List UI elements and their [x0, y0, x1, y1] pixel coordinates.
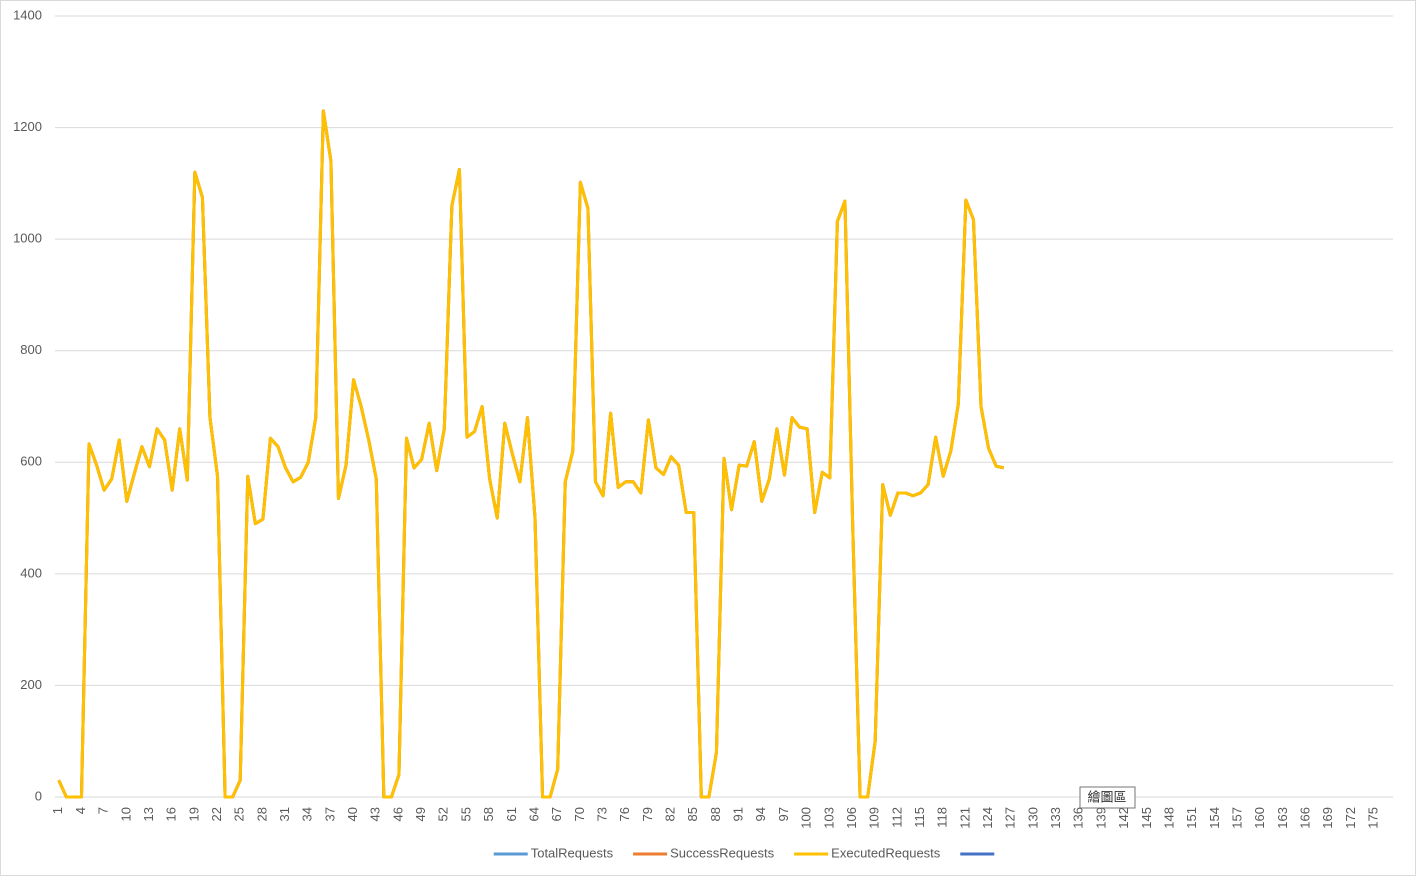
- series-line: [57, 109, 1005, 799]
- y-tick-label: 600: [20, 454, 42, 469]
- x-tick-label: 154: [1207, 807, 1222, 829]
- y-tick-label: 1400: [13, 7, 42, 22]
- legend: TotalRequests SuccessRequests ExecutedRequ…: [493, 845, 995, 860]
- x-tick-label: 37: [322, 807, 337, 821]
- x-tick-label: 61: [504, 807, 519, 821]
- x-tick-label: 139: [1093, 807, 1108, 829]
- x-tick-label: 40: [345, 807, 360, 821]
- legend-item: TotalRequests: [493, 845, 614, 860]
- x-tick-label: 49: [413, 807, 428, 821]
- legend-label: SuccessRequests: [670, 845, 775, 860]
- y-tick-label: 200: [20, 677, 42, 692]
- x-tick-label: 28: [254, 807, 269, 821]
- x-tick-label: 73: [594, 807, 609, 821]
- x-tick-label: 106: [844, 807, 859, 829]
- x-tick-label: 19: [186, 807, 201, 821]
- x-tick-label: 25: [232, 807, 247, 821]
- x-tick-label: 136: [1071, 807, 1086, 829]
- x-tick-label: 112: [889, 807, 904, 828]
- x-tick-label: 151: [1184, 807, 1199, 829]
- x-tick-label: 124: [980, 807, 995, 829]
- tooltip: 繪圖區: [1079, 786, 1136, 809]
- y-tick-label: 0: [35, 788, 42, 803]
- tooltip-box: [1079, 786, 1136, 809]
- x-tick-label: 76: [617, 807, 632, 821]
- x-tick-label: 130: [1025, 807, 1040, 829]
- x-tick-label: 103: [821, 807, 836, 829]
- x-tick-label: 4: [73, 807, 88, 814]
- x-tick-label: 145: [1139, 807, 1154, 829]
- x-tick-label: 118: [935, 807, 950, 828]
- x-tick-label: 127: [1003, 807, 1018, 829]
- x-tick-label: 148: [1161, 807, 1176, 829]
- x-tick-label: 31: [277, 807, 292, 821]
- tooltip-text: 繪圖區: [1087, 789, 1126, 804]
- y-tick-label: 800: [20, 342, 42, 357]
- x-tick-label: 85: [685, 807, 700, 821]
- x-tick-label: 115: [912, 807, 927, 828]
- x-tick-label: 97: [776, 807, 791, 821]
- x-tick-label: 58: [481, 807, 496, 821]
- x-tick-label: 79: [640, 807, 655, 821]
- x-tick-label: 55: [458, 807, 473, 821]
- x-tick-label: 169: [1320, 807, 1335, 829]
- x-tick-label: 109: [867, 807, 882, 829]
- x-tick-label: 64: [526, 807, 541, 821]
- y-tick-label: 400: [20, 565, 42, 580]
- x-tick-label: 10: [118, 807, 133, 821]
- grid: [55, 15, 1393, 798]
- axis-labels: 0 200 400 600 800 1000 1200 1400 1 4 7 10 13 16 19 22 25…: [13, 7, 1380, 828]
- x-tick-label: 142: [1116, 807, 1131, 829]
- x-tick-label: 82: [663, 807, 678, 821]
- x-tick-label: 13: [141, 807, 156, 821]
- x-tick-label: 34: [300, 807, 315, 821]
- x-tick-label: 67: [549, 807, 564, 821]
- x-tick-label: 121: [957, 807, 972, 829]
- x-tick-label: 133: [1048, 807, 1063, 829]
- legend-label: TotalRequests: [531, 845, 614, 860]
- x-tick-label: 100: [799, 807, 814, 829]
- legend-item: ExecutedRequests: [794, 845, 941, 860]
- y-tick-label: 1000: [13, 231, 42, 246]
- x-tick-label: 175: [1366, 807, 1381, 829]
- x-tick-label: 7: [96, 807, 111, 814]
- x-tick-label: 163: [1275, 807, 1290, 829]
- x-tick-label: 43: [368, 807, 383, 821]
- x-tick-label: 94: [753, 807, 768, 821]
- x-tick-label: 52: [436, 807, 451, 821]
- x-tick-label: 88: [708, 807, 723, 821]
- x-tick-label: 91: [731, 807, 746, 821]
- x-tick-label: 70: [572, 807, 587, 821]
- x-tick-label: 16: [164, 807, 179, 821]
- legend-item: SuccessRequests: [633, 845, 775, 860]
- x-tick-label: 166: [1298, 807, 1313, 829]
- legend-label: ExecutedRequests: [831, 845, 941, 860]
- plot-area[interactable]: [57, 109, 1005, 799]
- x-tick-label: 157: [1229, 807, 1244, 829]
- x-tick-label: 1: [50, 807, 65, 814]
- x-tick-label: 22: [209, 807, 224, 821]
- y-tick-label: 1200: [13, 119, 42, 134]
- x-tick-label: 46: [390, 807, 405, 821]
- x-tick-label: 172: [1343, 807, 1358, 829]
- x-tick-label: 160: [1252, 807, 1267, 829]
